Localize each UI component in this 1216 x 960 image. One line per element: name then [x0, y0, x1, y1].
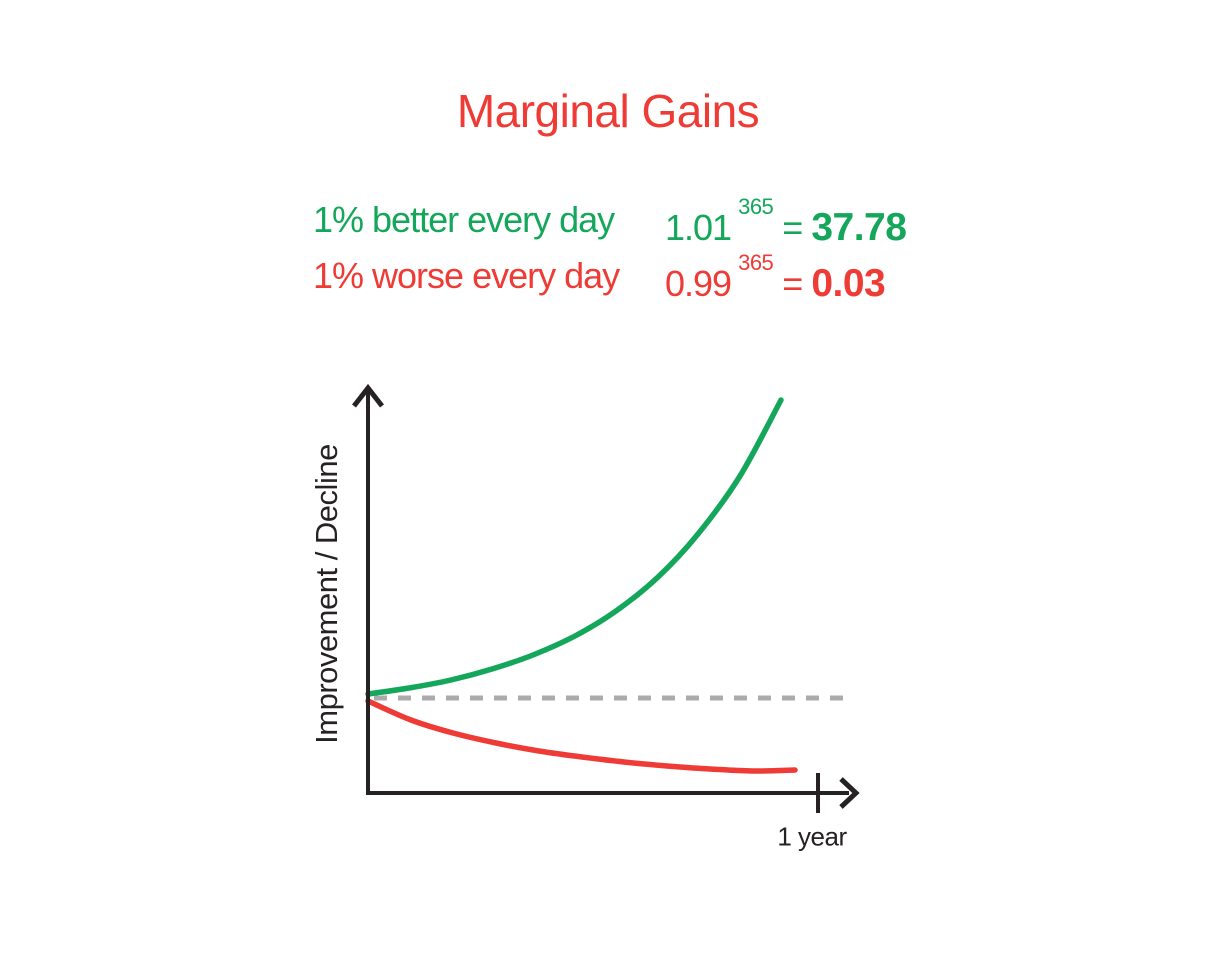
- page-title: Marginal Gains: [456, 85, 760, 137]
- equation-better-label: 1% better every day: [313, 199, 615, 240]
- equation-worse-result: 0.03: [811, 262, 886, 305]
- y-axis-label: Improvement / Decline: [309, 444, 344, 744]
- equation-worse-label: 1% worse every day: [313, 255, 620, 296]
- equations-block: 1% better every day 1.01365 = 37.78 1% wor…: [313, 194, 907, 308]
- y-axis-arrowhead-icon: [352, 383, 384, 408]
- equation-worse-formula: 0.99365 = 0.03: [665, 250, 906, 308]
- chart-svg: [352, 383, 860, 813]
- equation-worse-base: 0.99: [665, 263, 732, 304]
- equation-better-base: 1.01: [665, 207, 732, 248]
- equation-better-exponent: 365: [738, 194, 774, 219]
- equation-better-equals: =: [782, 207, 803, 248]
- equation-better-formula: 1.01365 = 37.78: [665, 194, 907, 252]
- decline-curve: [365, 698, 798, 774]
- x-axis-arrowhead-icon: [839, 777, 860, 809]
- chart-area: [300, 380, 860, 850]
- equation-worse-equals: =: [782, 263, 803, 304]
- x-axis-tick-label: 1 year: [777, 821, 847, 852]
- equation-worse-exponent: 365: [738, 250, 774, 275]
- equation-better-result: 37.78: [811, 206, 907, 249]
- growth-curve: [365, 397, 784, 697]
